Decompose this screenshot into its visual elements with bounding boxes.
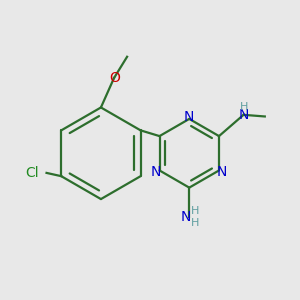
Text: N: N: [151, 165, 161, 179]
Text: H: H: [240, 102, 248, 112]
Text: N: N: [217, 165, 227, 179]
Text: Cl: Cl: [25, 166, 39, 180]
Text: N: N: [184, 110, 194, 124]
Text: N: N: [238, 108, 249, 122]
Text: H: H: [191, 218, 199, 228]
Text: N: N: [181, 210, 191, 224]
Text: O: O: [109, 71, 120, 85]
Text: H: H: [191, 206, 199, 216]
